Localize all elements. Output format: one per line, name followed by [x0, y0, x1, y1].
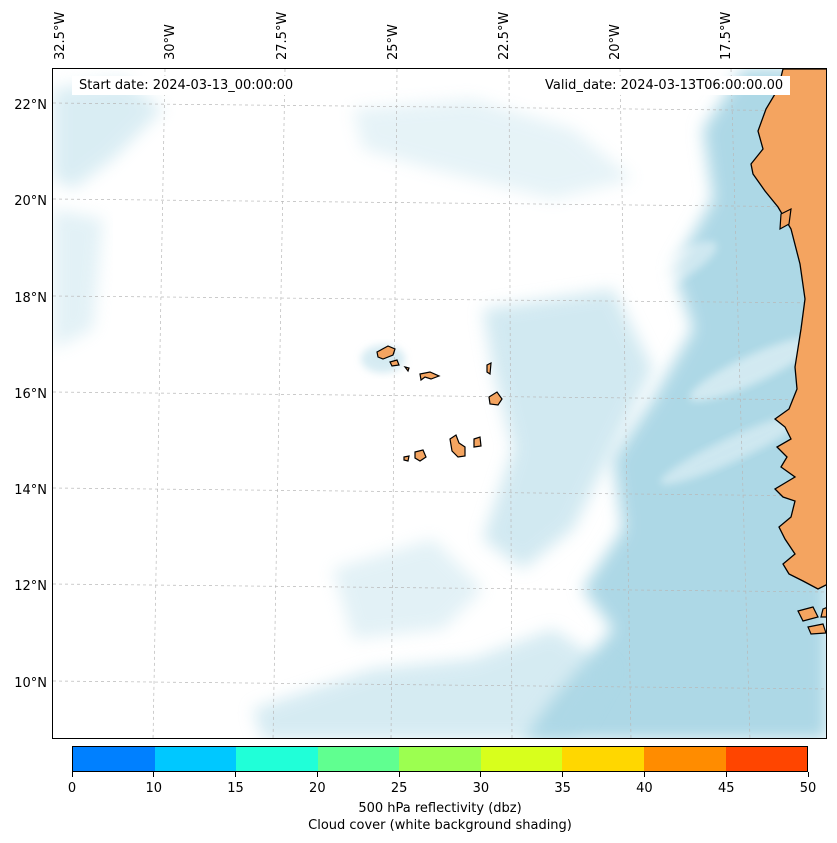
cloud-patch-southwest: [333, 539, 483, 639]
lat-label-10n: 10°N: [14, 676, 47, 691]
colorbar-segment-3: [317, 747, 400, 771]
start-date-label: Start date: 2024-03-13_00:00:00: [72, 76, 301, 95]
cape-verde-islands: [376, 345, 503, 462]
lat-label-12n: 12°N: [14, 579, 47, 594]
lon-label-20w: 20°W: [608, 24, 623, 60]
colorbar-tick-mark: [562, 772, 564, 777]
colorbar-segment-2: [236, 747, 318, 771]
island-santiago: [449, 434, 466, 458]
map-canvas: [53, 69, 826, 738]
valid-date-label: Valid_date: 2024-03-13T06:00:00.00: [538, 76, 791, 95]
cloud-patch-north: [353, 99, 633, 199]
map-panel: [52, 68, 827, 739]
colorbar-tick-label: 35: [554, 781, 571, 796]
island-santa-luzia: [403, 366, 410, 373]
colorbar-tick-mark: [71, 772, 73, 777]
island-boa-vista: [488, 391, 503, 406]
lat-label-18n: 18°N: [14, 291, 47, 306]
colorbar-tick-label: 50: [799, 781, 817, 796]
colorbar-tick-mark: [643, 772, 645, 777]
cloud-cover-shading: [53, 69, 826, 738]
colorbar-tick-label: 20: [309, 781, 326, 796]
lon-label-25w: 25°W: [386, 24, 401, 60]
lon-label-32-5w: 32.5°W: [53, 11, 68, 60]
colorbar-segment-6: [562, 747, 644, 771]
colorbar-tick-mark: [316, 772, 318, 777]
colorbar-tick-label: 15: [227, 781, 244, 796]
cloud-streak-3: [629, 241, 717, 297]
lat-label-22n: 22°N: [14, 98, 47, 113]
colorbar-segment-8: [725, 747, 808, 771]
africa-mainland: [750, 69, 826, 590]
coastal-inlet: [779, 207, 792, 231]
island-santo-antao: [376, 345, 396, 360]
cloud-band-mid: [483, 289, 653, 569]
lat-label-14n: 14°N: [14, 483, 47, 498]
bijagos-islands: [797, 606, 826, 635]
cloud-band-south: [253, 629, 613, 738]
island-sao-nicolau: [419, 371, 441, 382]
colorbar-segment-7: [643, 747, 726, 771]
island-maio: [473, 436, 482, 448]
reflectivity-colorbar: [72, 746, 808, 772]
colorbar-tick-mark: [153, 772, 155, 777]
lon-label-27-5w: 27.5°W: [275, 11, 290, 60]
colorbar-tick-label: 45: [717, 781, 735, 796]
lat-label-16n: 16°N: [14, 387, 47, 402]
graticule: [53, 69, 826, 738]
colorbar-tick-mark: [807, 772, 809, 777]
colorbar-tick-label: 40: [636, 781, 653, 796]
island-sal: [486, 361, 492, 376]
lon-label-30w: 30°W: [163, 24, 178, 60]
island-brava: [403, 455, 410, 462]
colorbar-tick-label: 0: [67, 781, 77, 796]
lon-label-17-5w: 17.5°W: [719, 11, 734, 60]
colorbar-tick-mark: [480, 772, 482, 777]
cloud-patch-left: [53, 209, 103, 349]
colorbar-tick-mark: [235, 772, 237, 777]
cloud-streak-2: [660, 413, 806, 485]
colorbar-label: 500 hPa reflectivity (dbz): [358, 801, 522, 816]
lon-label-22-5w: 22.5°W: [497, 11, 512, 60]
colorbar-tick-mark: [398, 772, 400, 777]
colorbar-tick-label: 10: [145, 781, 163, 796]
island-sao-vicente: [389, 359, 400, 367]
colorbar-tick-label: 30: [472, 781, 490, 796]
cloud-band-east: [524, 69, 826, 738]
cloud-streak-1: [689, 336, 817, 402]
colorbar-segment-4: [399, 747, 481, 771]
colorbar-segment-1: [154, 747, 237, 771]
colorbar-sublabel: Cloud cover (white background shading): [308, 818, 572, 833]
cloud-patch-northwest: [53, 79, 163, 189]
colorbar-segment-5: [480, 747, 563, 771]
lat-label-20n: 20°N: [14, 194, 47, 209]
colorbar-tick-label: 25: [390, 781, 408, 796]
island-fogo: [414, 449, 427, 462]
colorbar-tick-mark: [725, 772, 727, 777]
colorbar-segment-0: [73, 747, 155, 771]
